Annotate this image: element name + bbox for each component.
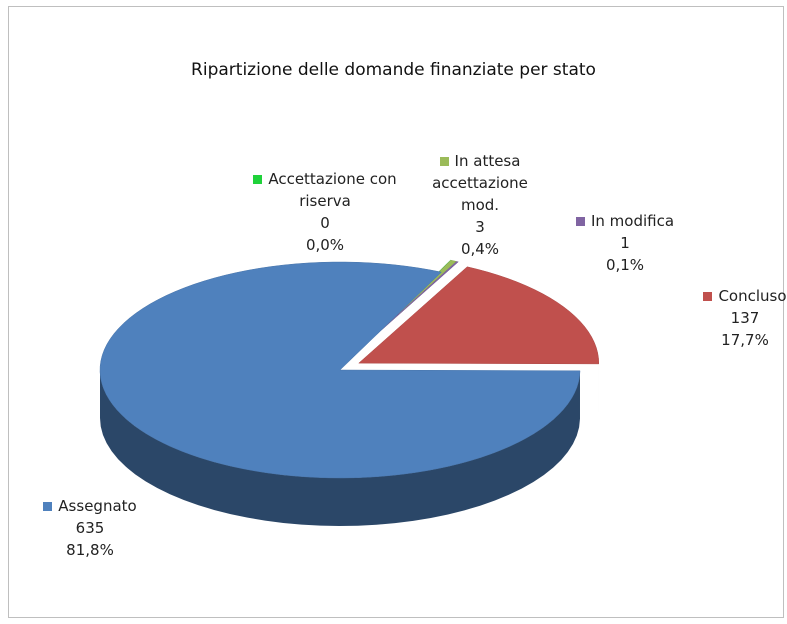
percent-label: 81,8%	[66, 541, 114, 559]
slice-side	[100, 370, 580, 526]
category-label: Concluso	[718, 287, 787, 305]
slice	[358, 266, 600, 365]
data-label: In modifica 1 0,1%	[560, 210, 690, 276]
value-label: 3	[475, 218, 485, 236]
value-label: 1	[620, 234, 630, 252]
data-label: In attesa accettazione mod. 3 0,4%	[420, 150, 540, 260]
value-label: 635	[75, 519, 105, 537]
data-label: Accettazione con riserva 0 0,0%	[240, 168, 410, 256]
value-label: 137	[730, 309, 760, 327]
category-label: Accettazione con riserva	[268, 170, 397, 210]
legend-swatch	[253, 175, 263, 184]
slice	[99, 261, 581, 479]
percent-label: 0,1%	[605, 256, 645, 274]
chart-title: Ripartizione delle domande finanziate pe…	[191, 60, 596, 80]
data-label: Assegnato 635 81,8%	[20, 495, 160, 561]
percent-label: 17,7%	[721, 331, 769, 349]
legend-swatch	[43, 502, 53, 511]
legend-swatch	[575, 217, 585, 226]
category-label: In attesa accettazione mod.	[432, 152, 528, 214]
chart-frame	[8, 6, 784, 618]
data-label: Concluso 137 17,7%	[690, 285, 787, 351]
category-label: Assegnato	[58, 497, 137, 515]
percent-label: 0,4%	[460, 240, 500, 258]
percent-label: 0,0%	[305, 236, 345, 254]
legend-swatch	[439, 157, 449, 166]
category-label: In modifica	[590, 212, 675, 230]
legend-swatch	[703, 292, 713, 301]
value-label: 0	[320, 214, 330, 232]
